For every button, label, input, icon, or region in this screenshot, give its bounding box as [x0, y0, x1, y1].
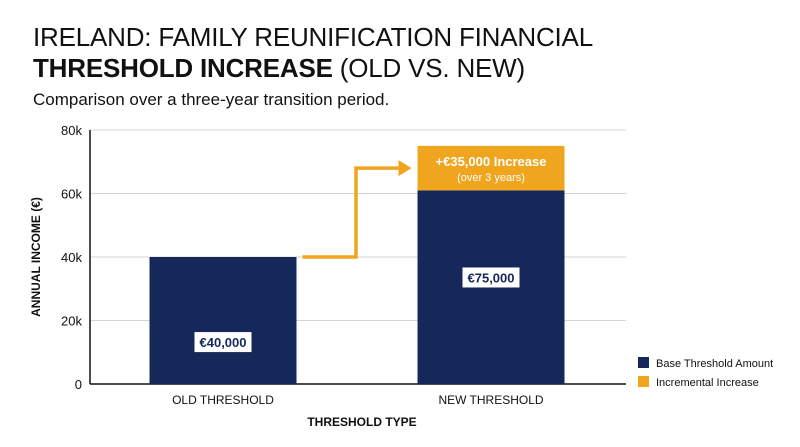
y-tick-labels: 0 20k 40k 60k 80k — [61, 123, 82, 392]
y-axis-label: ANNUAL INCOME (€) — [29, 197, 43, 317]
bar-incremental-increase — [417, 145, 565, 191]
data-label-box — [462, 267, 520, 288]
title-line-2-bold: THRESHOLD INCREASE — [33, 53, 333, 83]
legend-swatch — [638, 357, 649, 368]
data-label-text: €40,000 — [200, 335, 247, 350]
increase-arrow — [302, 166, 402, 259]
bar-base-threshold-amount — [149, 257, 297, 384]
legend-label: Incremental Increase — [656, 377, 759, 389]
data-label-box — [194, 332, 252, 353]
y-tick-label: 40k — [61, 250, 82, 265]
bars: €40,000 €75,000 +€35,000 Increase (over 3 y… — [149, 145, 565, 384]
x-tick-label: NEW THRESHOLD — [438, 393, 543, 407]
title-line-1: IRELAND: FAMILY REUNIFICATION FINANCIAL — [33, 22, 593, 52]
chart-title: IRELAND: FAMILY REUNIFICATION FINANCIAL … — [33, 22, 593, 84]
legend-swatch — [638, 376, 649, 387]
y-tick-label: 60k — [61, 187, 82, 202]
legend: Base Threshold Amount Incremental Increas… — [638, 357, 773, 389]
data-label-text: €75,000 — [468, 270, 515, 285]
y-tick-label: 0 — [75, 377, 82, 392]
legend-label: Base Threshold Amount — [656, 358, 773, 370]
increase-arrow-head — [398, 160, 412, 177]
chart-subtitle: Comparison over a three-year transition … — [33, 90, 390, 109]
x-tick-labels: OLD THRESHOLD NEW THRESHOLD — [172, 393, 544, 407]
increase-annotation-subtext: (over 3 years) — [457, 172, 525, 184]
x-tick-label: OLD THRESHOLD — [172, 393, 274, 407]
x-axis-label: THRESHOLD TYPE — [307, 415, 416, 429]
y-tick-label: 80k — [61, 123, 82, 138]
data-label: €40,000 — [194, 332, 252, 353]
increase-annotation: +€35,000 Increase — [436, 154, 547, 169]
y-tick-label: 20k — [61, 314, 82, 329]
data-label: €75,000 — [462, 267, 520, 288]
title-line-2-rest: (OLD VS. NEW) — [332, 53, 525, 83]
